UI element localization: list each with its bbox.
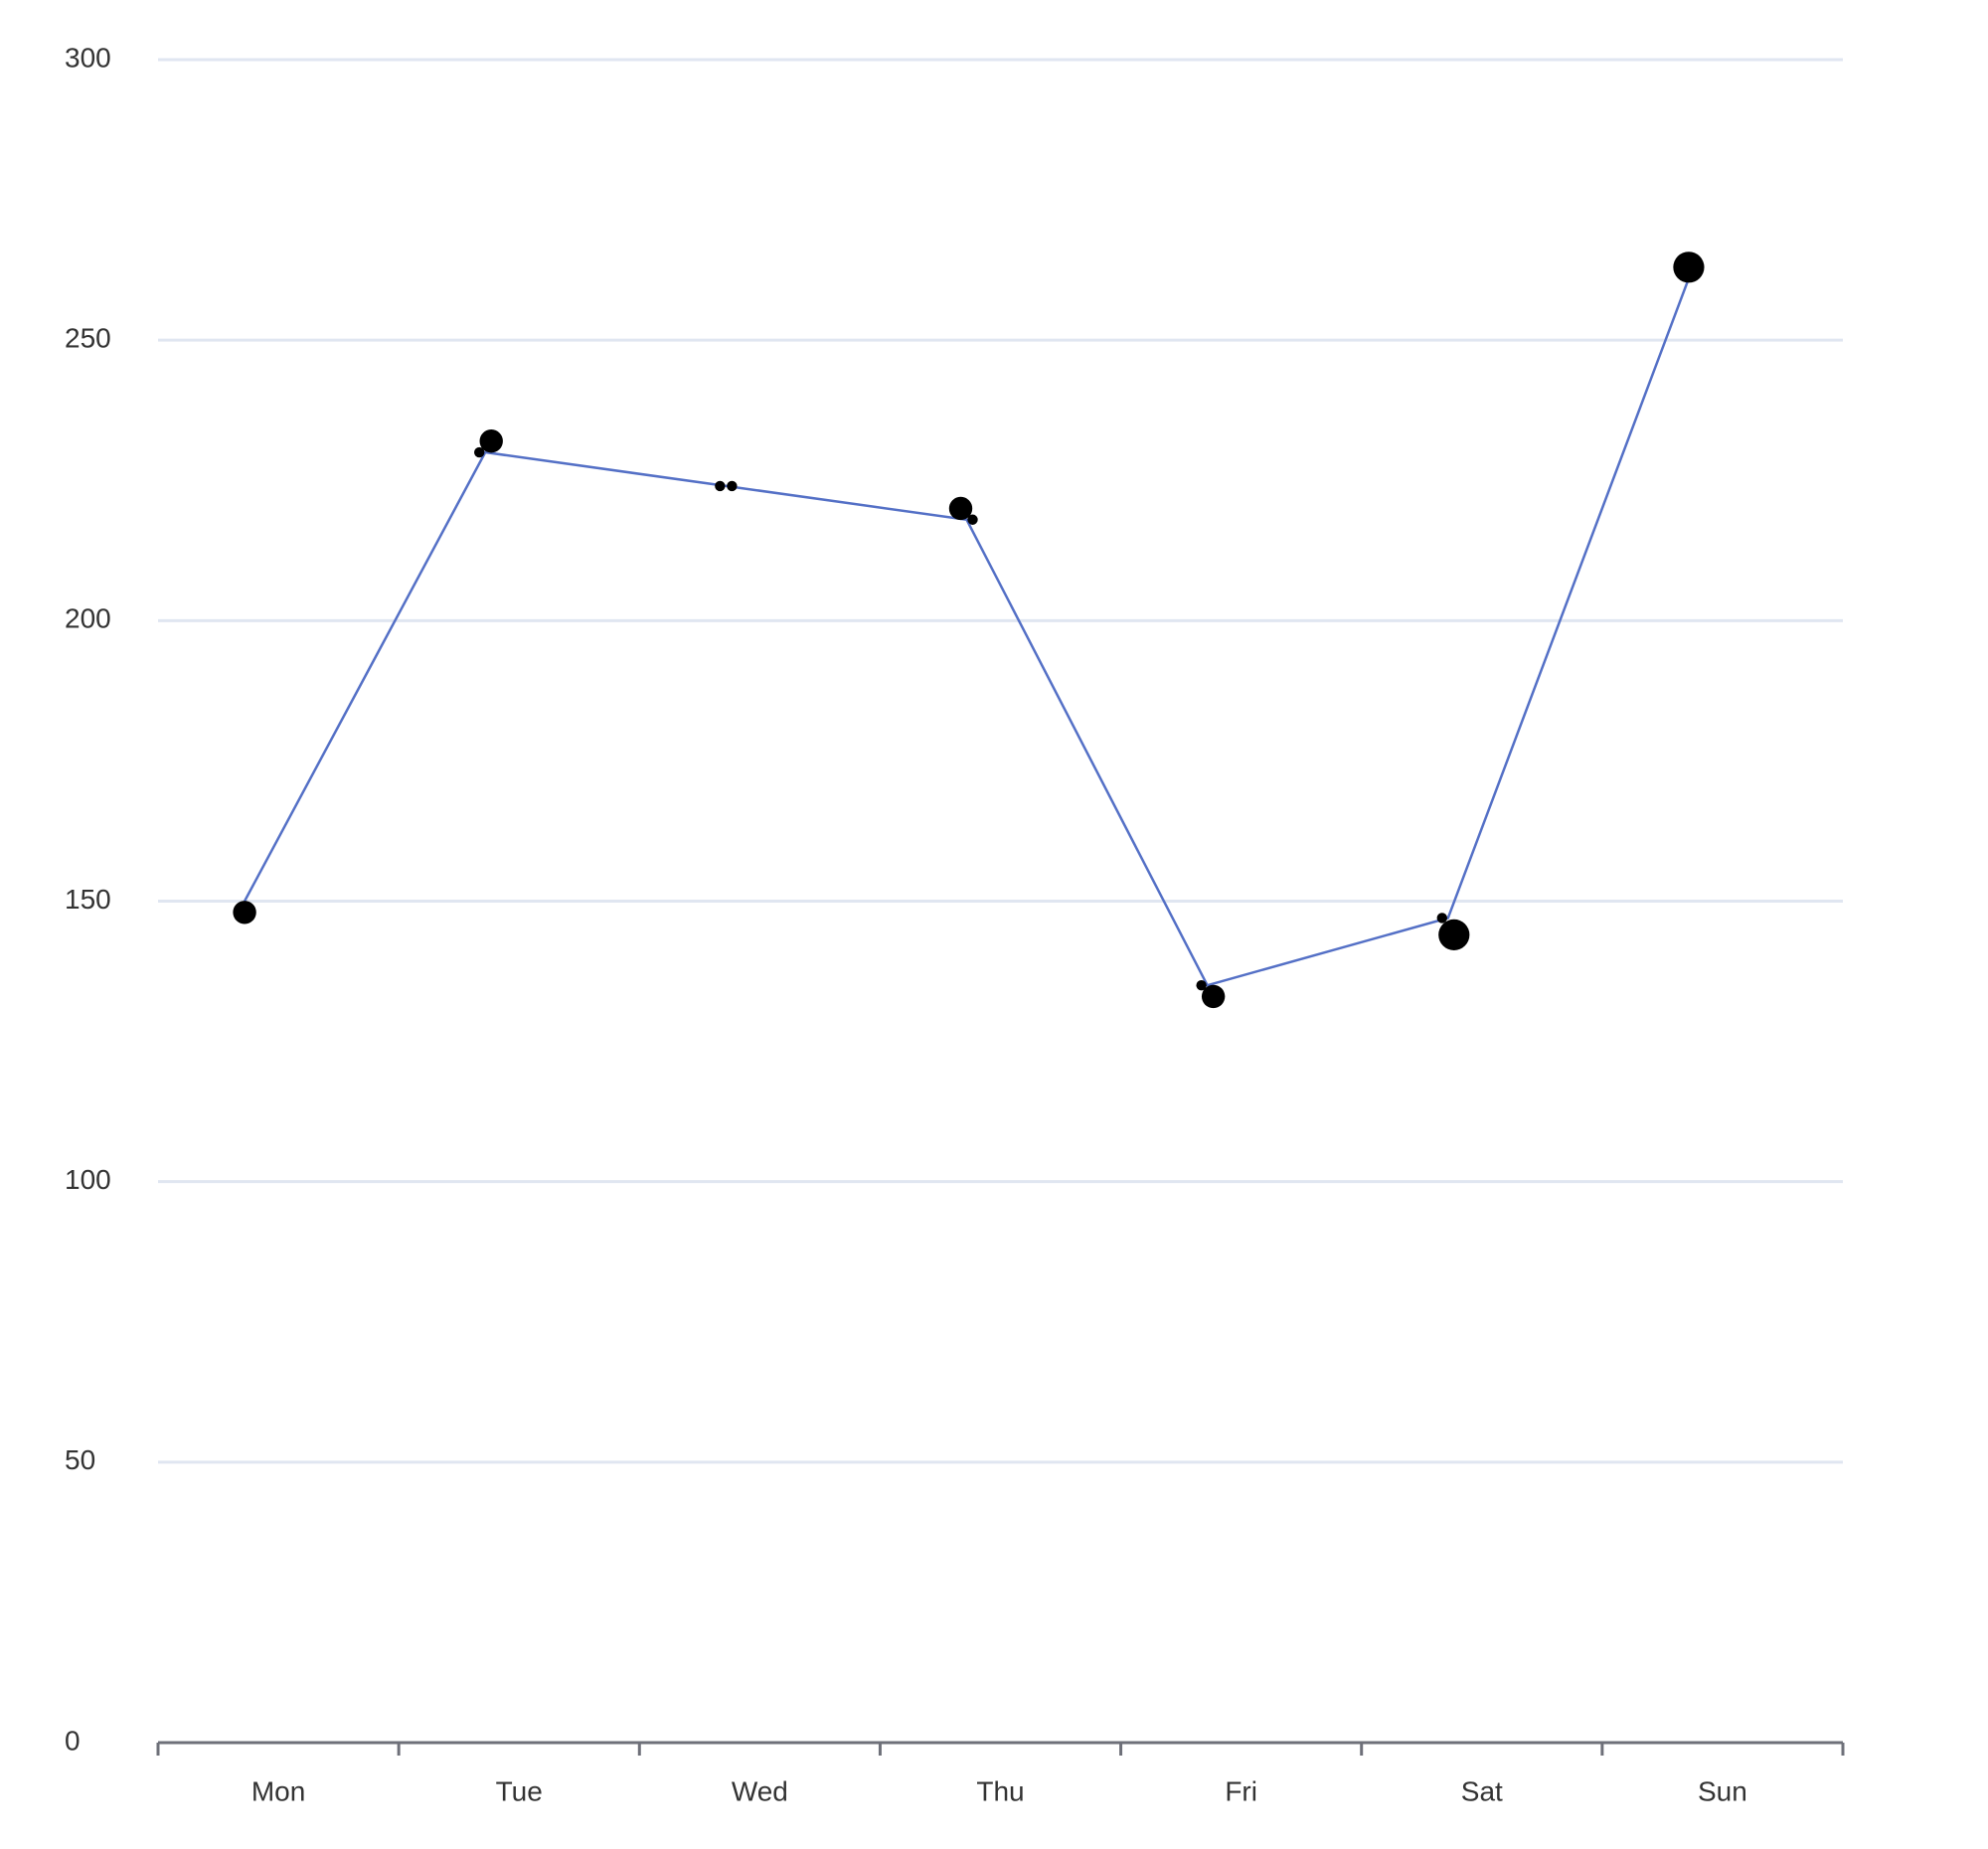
scatter-point bbox=[1673, 252, 1705, 283]
x-tick-label: Tue bbox=[496, 1775, 543, 1806]
scatter-point bbox=[727, 480, 738, 492]
scatter-point bbox=[1201, 984, 1226, 1009]
y-tick-label: 300 bbox=[65, 42, 111, 73]
scatter-point bbox=[1436, 913, 1447, 924]
scatter-point bbox=[233, 901, 256, 924]
y-tick-label: 200 bbox=[65, 603, 111, 634]
y-tick-label: 50 bbox=[65, 1444, 95, 1475]
scatter-point bbox=[967, 514, 978, 525]
x-tick-label: Sun bbox=[1698, 1775, 1747, 1806]
x-tick-label: Wed bbox=[732, 1775, 788, 1806]
scatter-point bbox=[474, 446, 485, 458]
y-tick-label: 0 bbox=[65, 1725, 81, 1756]
scatter-point bbox=[1438, 919, 1470, 950]
x-tick-label: Mon bbox=[251, 1775, 305, 1806]
y-tick-label: 250 bbox=[65, 323, 111, 354]
y-tick-label: 100 bbox=[65, 1164, 111, 1195]
line bbox=[243, 277, 1691, 987]
scatter-point bbox=[479, 429, 503, 453]
scatter-point bbox=[715, 480, 726, 492]
x-tick-label: Thu bbox=[976, 1775, 1024, 1806]
scatter-point bbox=[1196, 979, 1207, 991]
x-tick-label: Fri bbox=[1225, 1775, 1257, 1806]
x-tick-label: Sat bbox=[1461, 1775, 1503, 1806]
y-tick-label: 150 bbox=[65, 884, 111, 915]
scatter-point bbox=[948, 496, 973, 521]
